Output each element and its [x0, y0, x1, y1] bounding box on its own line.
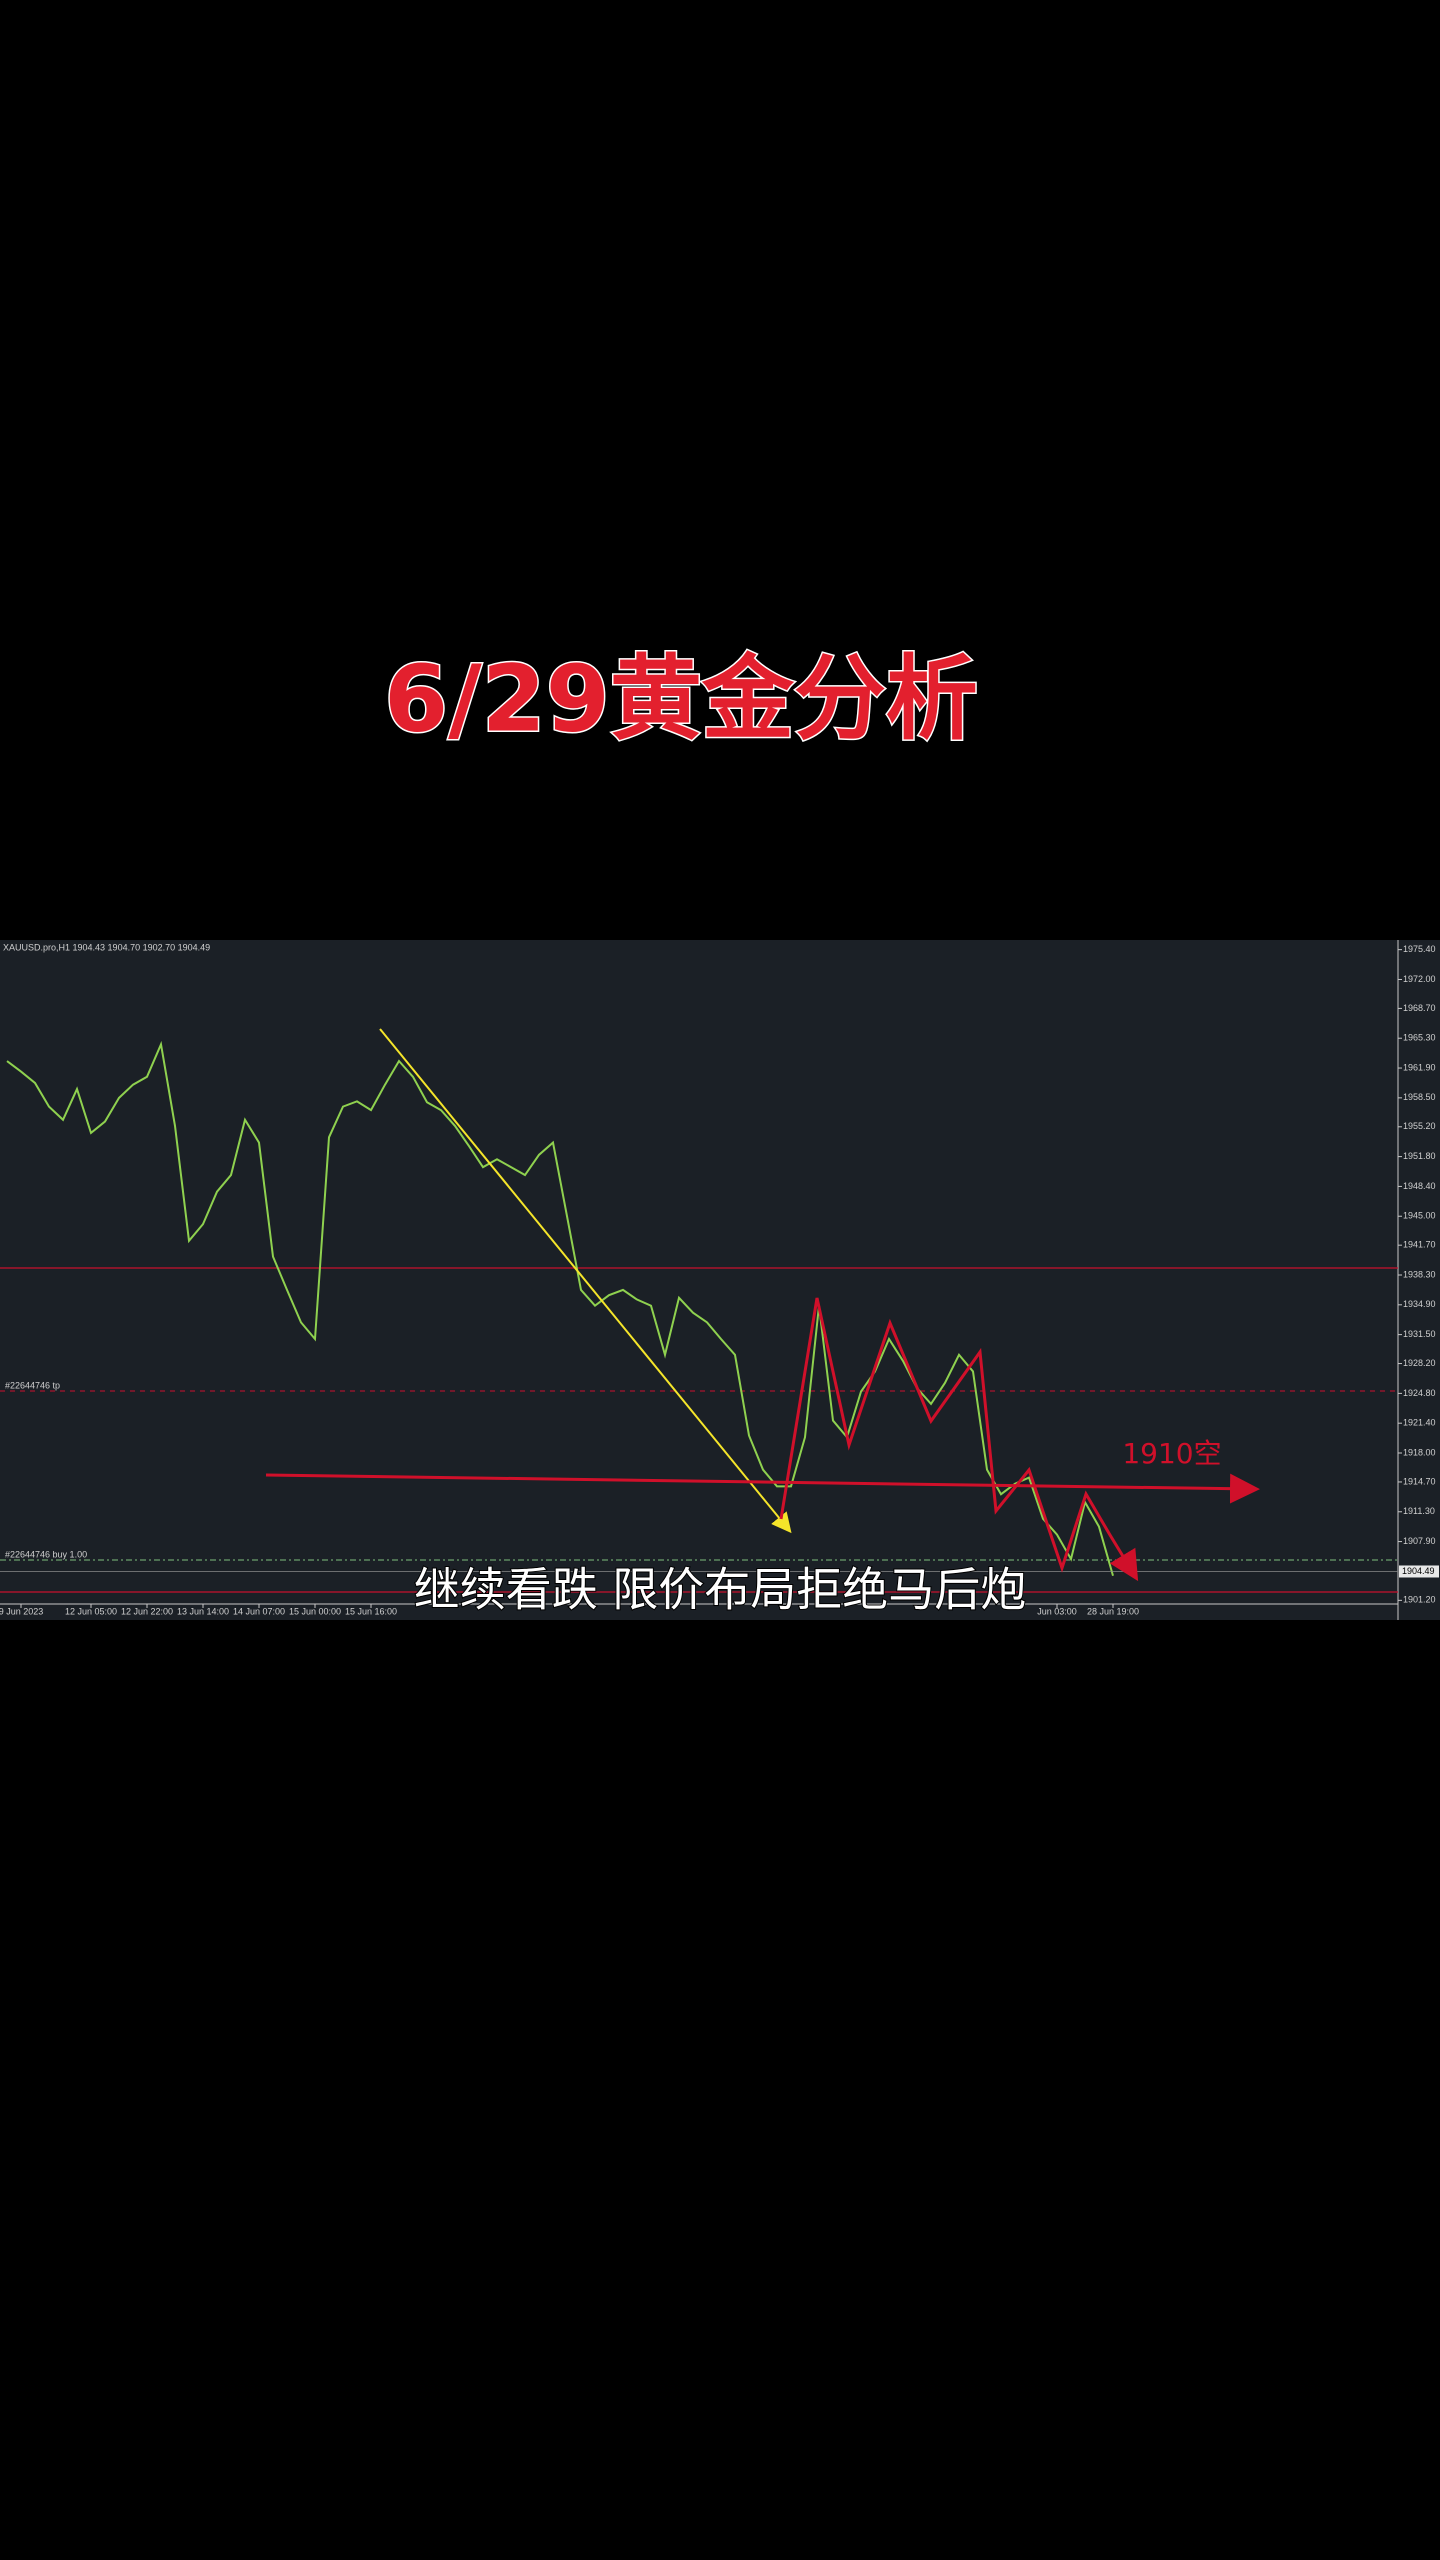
y-tick-label: 1924.80: [1403, 1388, 1436, 1398]
y-tick-label: 1934.90: [1403, 1299, 1436, 1309]
x-tick-label: 28 Jun 19:00: [1087, 1606, 1139, 1616]
last-price-box: [1399, 1565, 1439, 1578]
y-tick-label: 1941.70: [1403, 1240, 1436, 1250]
resistance-arrow: [265, 1473, 1260, 1504]
wave-path: [779, 1297, 1139, 1582]
tp-label: #22644746 tp: [5, 1380, 60, 1390]
trend-arrow: [379, 1028, 792, 1534]
y-tick-label: 1968.70: [1403, 1003, 1436, 1013]
video-title: 6/29黄金分析: [384, 645, 978, 752]
y-tick-label: 1901.20: [1403, 1595, 1436, 1605]
x-tick-label: 14 Jun 07:00: [233, 1606, 285, 1616]
x-tick-label: 12 Jun 05:00: [65, 1606, 117, 1616]
y-tick-label: 1975.40: [1403, 944, 1436, 954]
subtitle: 继续看跌 限价布局拒绝马后炮: [414, 1563, 1027, 1617]
buy-label: #22644746 buy 1.00: [5, 1549, 87, 1559]
y-tick-label: 1911.30: [1403, 1506, 1435, 1516]
y-tick-label: 1931.50: [1403, 1329, 1436, 1339]
y-tick-label: 1955.20: [1403, 1121, 1436, 1131]
x-tick-label: 12 Jun 22:00: [121, 1606, 173, 1616]
y-tick-label: 1972.00: [1403, 974, 1436, 984]
plot: 1975.40 1972.00 1968.70 1965.30 1961.90 1958.…: [0, 944, 1439, 1616]
y-tick-label: 1948.40: [1403, 1181, 1436, 1191]
chart-header: XAUUSD.pro,H1 1904.43 1904.70 1902.70 19…: [3, 942, 210, 952]
x-tick-label: 15 Jun 00:00: [289, 1606, 341, 1616]
annotation: 1910空: [1122, 1437, 1221, 1470]
last-price-label: 1904.49: [1402, 1566, 1435, 1576]
chart-background: [0, 940, 1440, 1620]
x-tick-label: 9 Jun 2023: [0, 1606, 43, 1616]
x-tick-label: 15 Jun 16:00: [345, 1606, 397, 1616]
y-tick-label: 1951.80: [1403, 1151, 1436, 1161]
y-tick-label: 1907.90: [1403, 1536, 1436, 1546]
y-tick-label: 1961.90: [1403, 1062, 1436, 1072]
y-tick-label: 1928.20: [1403, 1358, 1436, 1368]
y-tick-label: 1958.50: [1403, 1092, 1436, 1102]
x-tick-label: 13 Jun 14:00: [177, 1606, 229, 1616]
chart: XAUUSD.pro,H1 1904.43 1904.70 1902.70 19…: [0, 940, 1440, 1620]
y-tick-label: 1938.30: [1403, 1269, 1436, 1279]
y-tick-label: 1918.00: [1403, 1447, 1436, 1457]
y-tick-label: 1965.30: [1403, 1033, 1436, 1043]
y-tick-label: 1914.70: [1403, 1476, 1436, 1486]
y-tick-label: 1921.40: [1403, 1418, 1436, 1428]
y-tick-label: 1945.00: [1403, 1211, 1436, 1221]
price-line: [6, 1040, 1114, 1577]
x-tick-label: Jun 03:00: [1037, 1606, 1077, 1616]
